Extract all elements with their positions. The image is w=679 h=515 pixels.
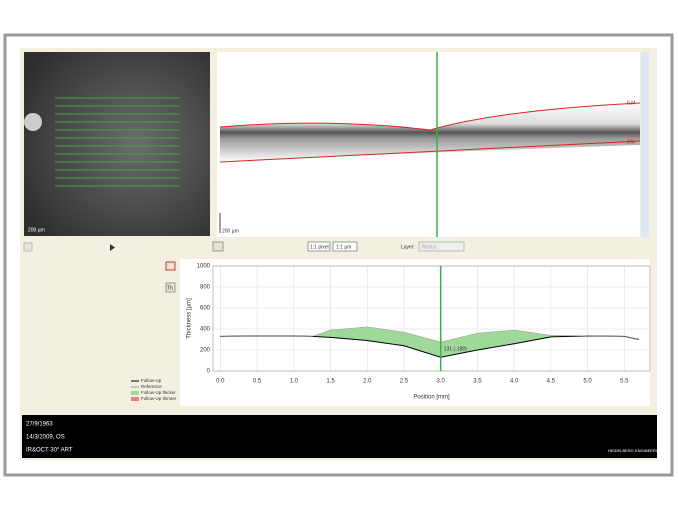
birth-date: 27/9/1963	[26, 422, 53, 428]
optic-disc	[24, 113, 42, 131]
x-tick-label: 4.5	[547, 379, 556, 385]
oct-scale: 200 µm	[222, 228, 239, 234]
legend-label: Follow-Up	[141, 378, 162, 383]
up-button[interactable]	[165, 261, 176, 271]
series-line	[220, 326, 640, 343]
y-tick-label: 600	[200, 306, 211, 312]
y-tick-label: 200	[200, 348, 211, 354]
thicker-area	[220, 326, 639, 358]
y-tick-label: 400	[200, 327, 211, 333]
ilm-line	[219, 102, 641, 131]
x-tick-label: 1.0	[290, 379, 299, 385]
retina-band	[220, 103, 640, 162]
layer-label: Layer:	[401, 244, 415, 250]
zoom-um: 1:1 µm	[336, 244, 351, 250]
exam-info: 14/3/2009, OS	[26, 435, 65, 441]
legend-label: Follow-Up thicker	[141, 390, 176, 395]
x-tick-label: 2.5	[400, 379, 409, 385]
legend-label: Reference	[141, 384, 162, 389]
y-tick-label: 0	[207, 369, 211, 375]
layer-value: Retina	[422, 244, 437, 250]
x-tick-label: 3.5	[473, 379, 482, 385]
scrollbar[interactable]	[641, 52, 649, 237]
x-tick-label: 1.5	[326, 379, 335, 385]
x-tick-label: 2.0	[363, 379, 372, 385]
y-tick-label: 800	[200, 285, 211, 291]
zoom-um-button[interactable]	[332, 241, 358, 252]
chart-panel	[180, 259, 650, 406]
plot-frame	[212, 265, 651, 372]
bm-line	[219, 140, 641, 163]
bm-label: BM	[627, 139, 635, 145]
y-tick-label: 1000	[197, 264, 211, 270]
scan-lines	[55, 97, 180, 187]
modality: IR&OCT 30° ART	[26, 448, 73, 454]
zoom-pixel: 1:1 pixel	[310, 244, 329, 250]
x-tick-label: 0.5	[253, 379, 262, 385]
layer-dropdown[interactable]	[418, 241, 465, 252]
button[interactable]	[23, 242, 33, 252]
zoom-pixel-button[interactable]	[307, 241, 331, 252]
play-button[interactable]	[110, 244, 115, 251]
annotation: 131 (-188)	[444, 347, 467, 353]
button[interactable]	[212, 241, 224, 252]
x-tick-label: 5.0	[583, 379, 592, 385]
x-tick-label: 0.0	[216, 379, 225, 385]
legend-swatch	[131, 391, 139, 395]
logo: HEIDELBERG ENGINEERING	[608, 448, 663, 453]
x-axis-label: Position [mm]	[413, 395, 450, 401]
x-tick-label: 5.5	[620, 379, 629, 385]
fundus-image	[24, 52, 210, 236]
info-bar	[22, 415, 657, 458]
chart: 0 200 400 600 800 1000 0.0 0.5 1.0 1.5 2.0 2.5 3.0 3.…	[131, 264, 651, 401]
fundus-scale: 200 µm	[28, 227, 45, 233]
y-axis-label: Thickness [µm]	[187, 298, 193, 339]
th-button[interactable]	[165, 282, 176, 293]
x-tick-label: 3.0	[437, 379, 446, 385]
ilm-label: ILM	[627, 100, 635, 106]
legend-swatch	[131, 397, 139, 401]
th-label: Th	[167, 285, 173, 291]
legend-label: Follow-Up thinner	[141, 396, 177, 401]
x-tick-label: 4.0	[510, 379, 519, 385]
